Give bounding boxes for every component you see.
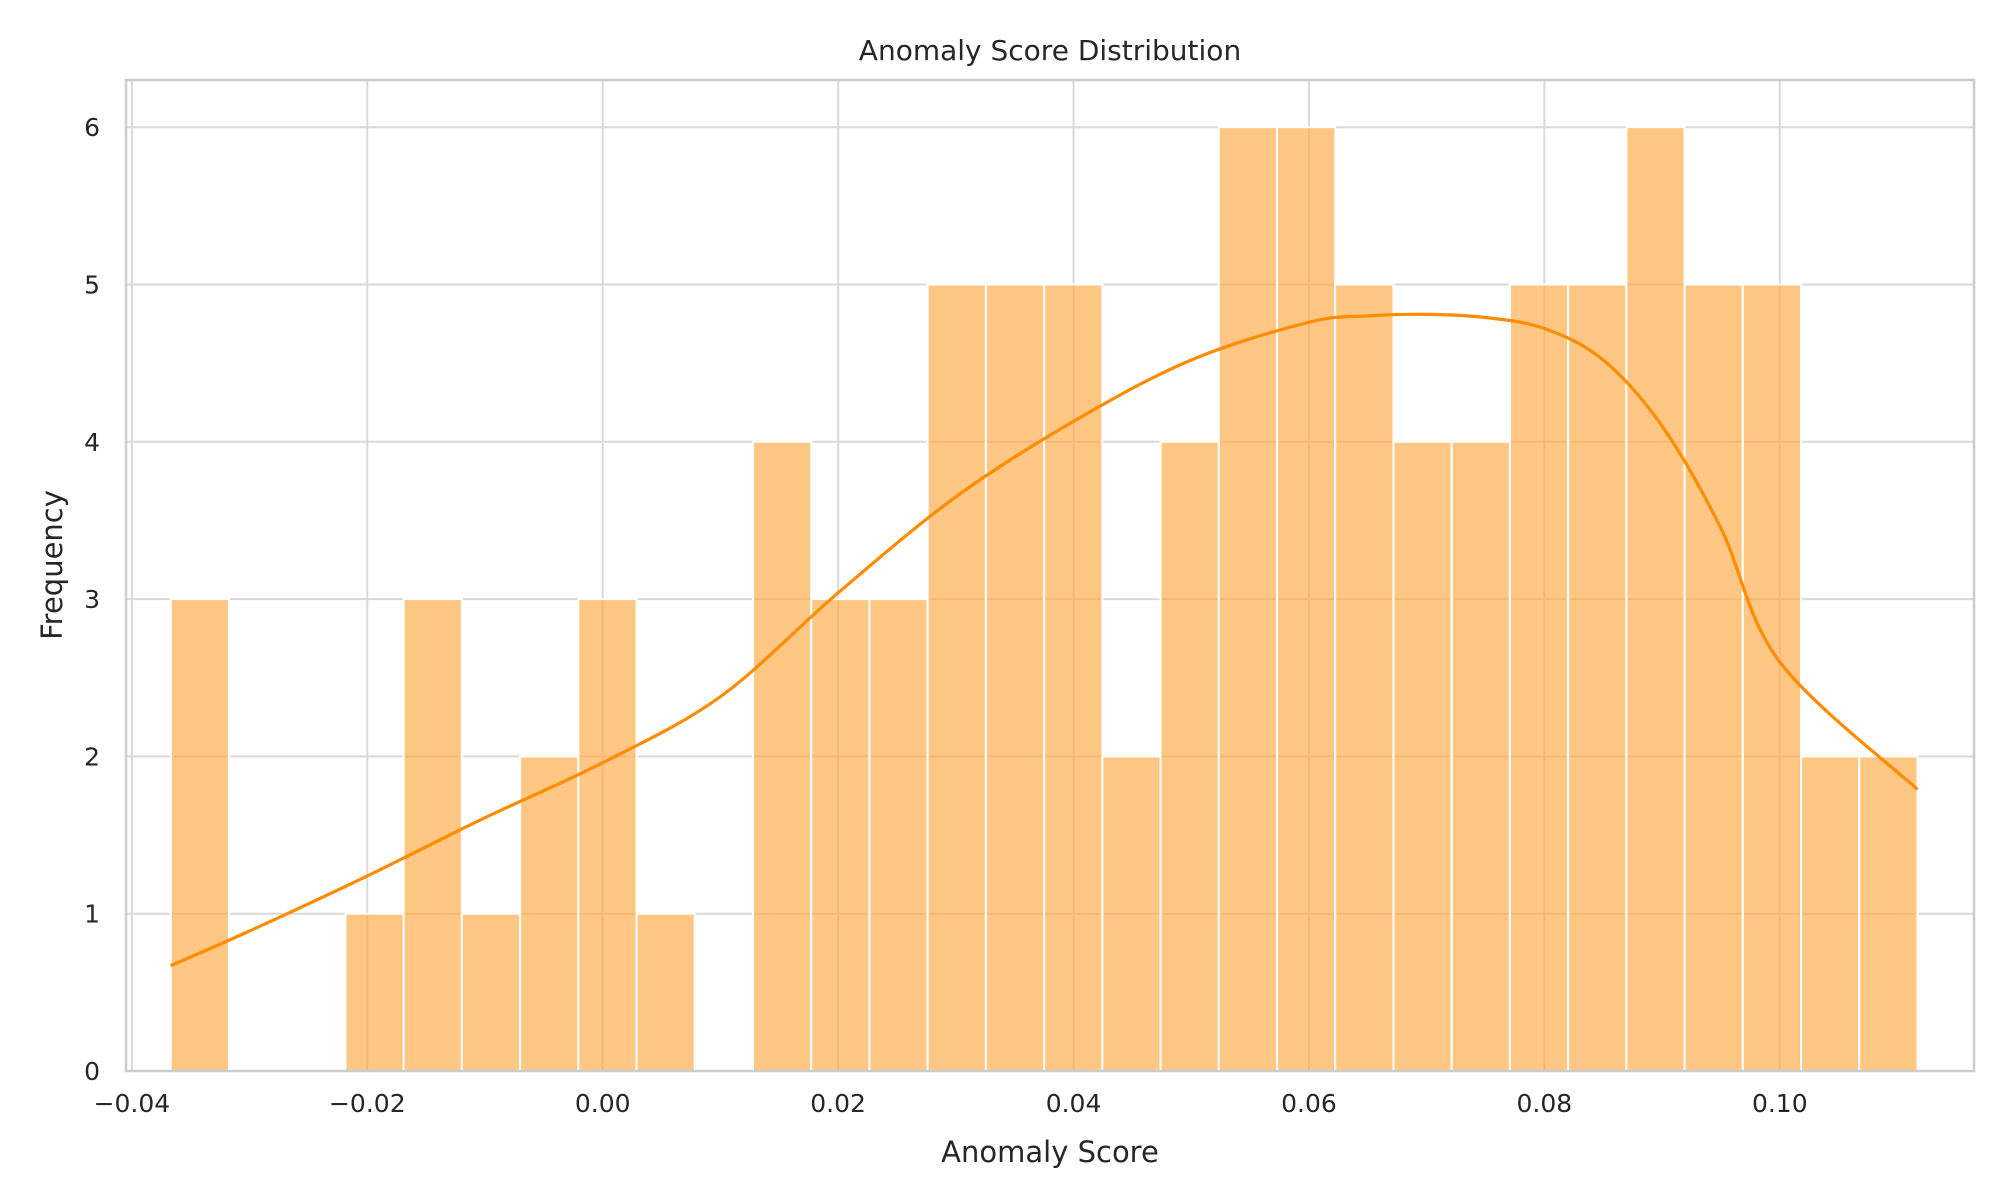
kde-curve [170,312,1919,968]
histogram-bar [1159,440,1220,1072]
histogram-bars [169,126,1919,1073]
x-tick-label: 0.04 [1046,1089,1102,1118]
histogram-bar [519,755,580,1073]
x-tick-label: 0.00 [575,1089,631,1118]
histogram-bar [1625,126,1686,1072]
histogram-bar [460,912,522,1073]
histogram-bar [1450,440,1511,1072]
histogram-bar [751,440,813,1072]
histogram-bar [1683,283,1744,1072]
y-tick-label: 0 [84,1057,100,1086]
x-tick-label: 0.02 [810,1089,866,1118]
histogram-bar [1858,755,1919,1073]
histogram-bar [926,283,987,1072]
histogram-bar [1567,283,1628,1072]
histogram-bar [1101,755,1162,1073]
x-tick-label: 0.08 [1517,1089,1573,1118]
histogram-bar [868,598,929,1072]
chart-title: Anomaly Score Distribution [859,34,1241,67]
histogram-bar [1276,126,1337,1072]
x-axis-label: Anomaly Score [941,1135,1159,1169]
x-tick-labels: −0.04 −0.02 0.00 0.02 0.04 0.06 0.08 0.10 [94,1089,1808,1118]
histogram-bar [810,598,871,1072]
x-tick-label: 0.10 [1752,1089,1808,1118]
y-tick-label: 3 [84,585,100,614]
x-tick-label: −0.02 [329,1089,406,1118]
y-tick-label: 1 [84,900,100,929]
x-tick-label: 0.06 [1281,1089,1337,1118]
y-tick-labels: 0 1 2 3 4 5 6 [84,113,100,1086]
kde-curve-layer [170,312,1919,968]
histogram-bar [1043,283,1104,1072]
histogram-bar [1800,755,1861,1073]
histogram-bar [344,912,405,1073]
histogram-bar [169,598,230,1072]
y-tick-label: 6 [84,113,100,142]
histogram-bar [1334,283,1395,1072]
plot-frame [124,78,1976,1073]
histogram-bar [635,912,696,1073]
histogram-bar [1508,283,1570,1072]
y-axis-label: Frequency [35,490,69,640]
x-tick-label: −0.04 [94,1089,171,1118]
y-tick-label: 4 [84,428,100,457]
histogram-bar [984,283,1046,1072]
y-tick-label: 5 [84,270,100,299]
y-tick-label: 2 [84,742,100,771]
histogram-bar [577,598,638,1072]
histogram-bar [1392,440,1453,1072]
histogram-bar [1217,126,1279,1072]
